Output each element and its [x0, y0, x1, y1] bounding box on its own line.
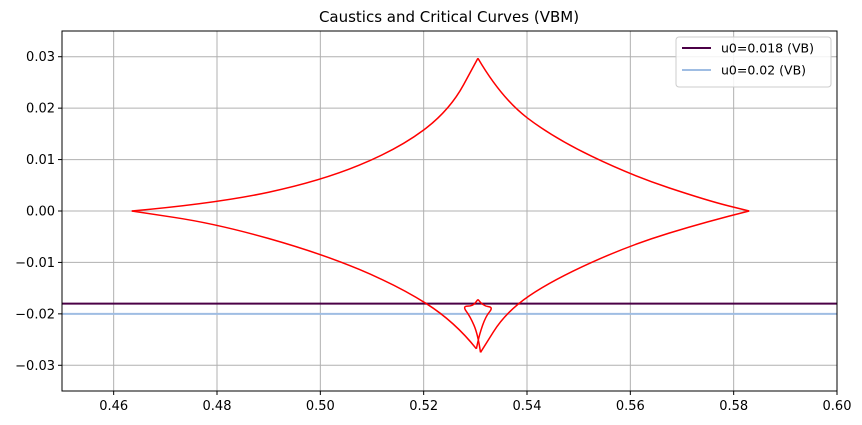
caustic-curve-segment: [463, 299, 482, 353]
y-tick-label: 0.01: [26, 153, 55, 168]
caustic-curve-segment: [131, 210, 477, 350]
caustic-curve-segment: [475, 298, 492, 349]
legend-label: u0=0.02 (VB): [721, 63, 806, 78]
y-axis-ticks: 0.03 0.02 0.01 0.00 −0.01 −0.02 −0.03: [15, 50, 62, 374]
series-layer: [62, 302, 837, 315]
x-tick-label: 0.46: [99, 399, 128, 414]
y-tick-label: 0.02: [26, 102, 55, 117]
x-tick-label: 0.48: [203, 399, 232, 414]
legend-box: [675, 36, 832, 88]
chart-title: Caustics and Critical Curves (VBM): [319, 8, 579, 26]
x-tick-label: 0.58: [719, 399, 748, 414]
x-tick-label: 0.56: [616, 399, 645, 414]
caustic-curve-segment: [477, 57, 750, 212]
y-tick-label: 0.03: [26, 50, 55, 65]
x-axis-ticks: 0.46 0.48 0.50 0.52 0.54 0.56 0.58 0.60: [99, 391, 851, 414]
y-tick-label: −0.03: [15, 359, 55, 374]
y-tick-label: −0.01: [15, 256, 55, 271]
caustic-layer: [131, 57, 750, 353]
x-tick-label: 0.60: [823, 399, 852, 414]
caustic-curve-segment: [479, 210, 750, 353]
legend: u0=0.018 (VB) u0=0.02 (VB): [675, 36, 832, 88]
y-tick-label: 0.00: [26, 205, 55, 220]
x-tick-label: 0.54: [513, 399, 542, 414]
x-tick-label: 0.50: [306, 399, 335, 414]
legend-label: u0=0.018 (VB): [721, 41, 814, 56]
y-tick-label: −0.02: [15, 307, 55, 322]
x-tick-label: 0.52: [409, 399, 438, 414]
caustic-curve-segment: [131, 57, 479, 212]
